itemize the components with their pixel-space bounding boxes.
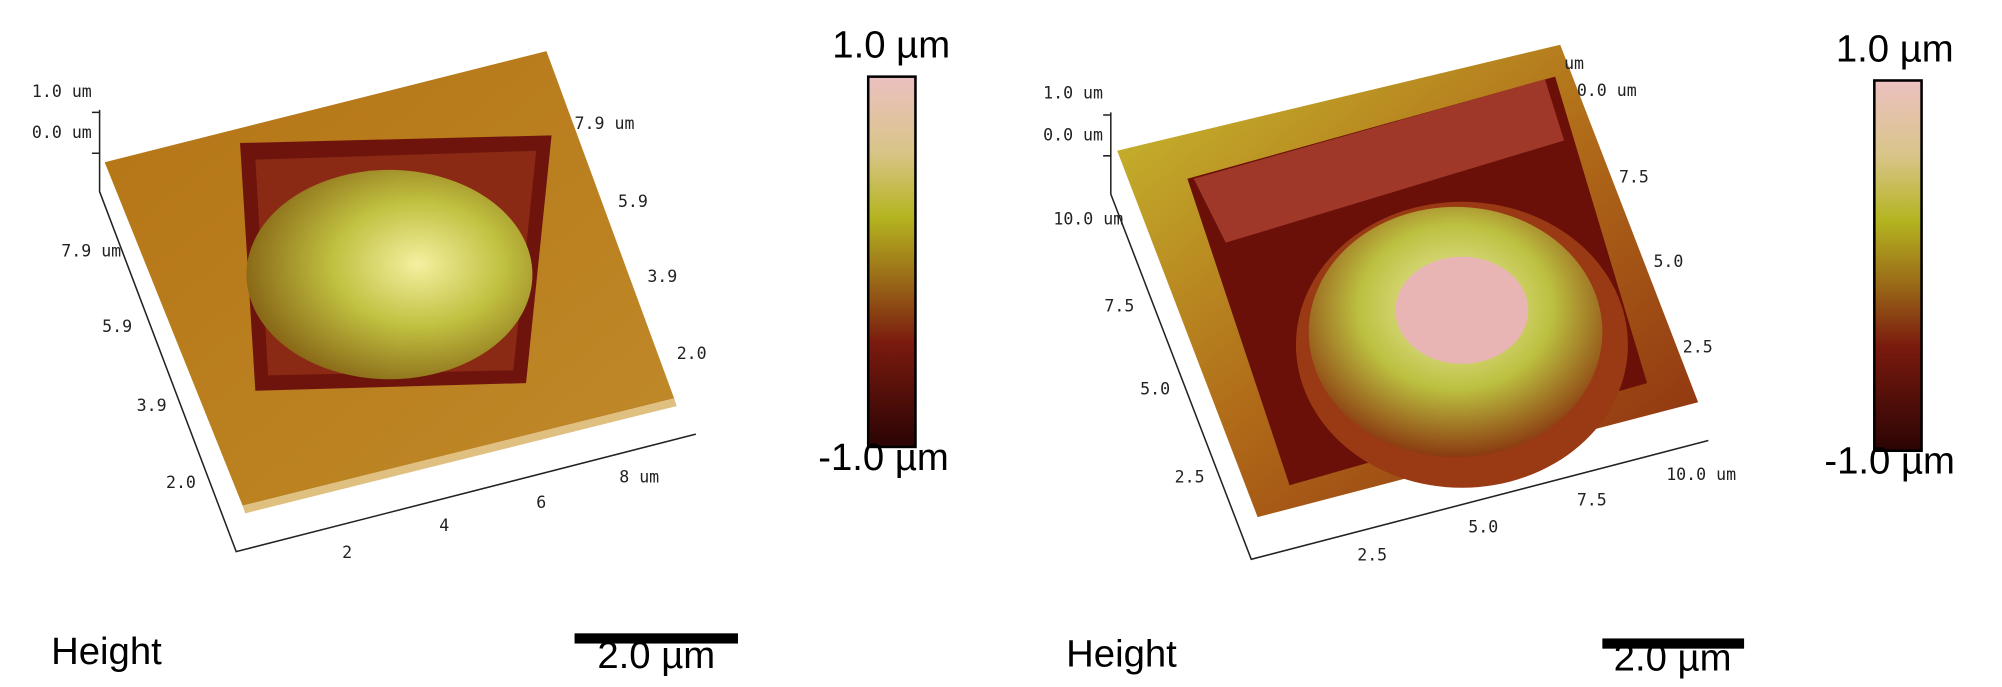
left-axis-label: 10.0 um	[1053, 210, 1123, 229]
left-axis-label: 7.5	[1104, 297, 1134, 316]
right-axis-label: 5.9	[618, 192, 648, 211]
figure: 1.0 um 0.0 um 7.9 um 5.9 3.9 2.0 7.9 um 5.9 3.9 2…	[0, 0, 2002, 687]
left-axis-label: 2.0	[166, 473, 196, 492]
bottom-axis-label: 5.0	[1468, 517, 1498, 536]
right-axis-label: 7.5	[1619, 168, 1649, 187]
right-axis-label: 3.9	[647, 267, 677, 286]
bottom-axis-label: 10.0 um	[1666, 465, 1736, 484]
left-axis-label: 5.0	[1140, 380, 1170, 399]
caption: Height	[51, 630, 162, 673]
z-axis-label: 0.0 um	[32, 123, 92, 142]
colorbar-max-label: 1.0 µm	[1836, 27, 1954, 70]
colorbar-max-label: 1.0 µm	[832, 23, 950, 66]
left-axis-label: 5.9	[102, 317, 132, 336]
colorbar-min-label: -1.0 µm	[1824, 440, 1955, 483]
bottom-axis-label: 8 um	[619, 468, 659, 487]
bottom-axis-label: 7.5	[1577, 491, 1607, 510]
scale-bar-label: 2.0 µm	[597, 634, 715, 677]
colorbar	[1874, 80, 1921, 450]
bottom-axis-label: 2.5	[1357, 546, 1387, 565]
scale-bar-label: 2.0 µm	[1614, 636, 1732, 679]
caption: Height	[1066, 633, 1177, 676]
z-axis-label: 1.0 um	[32, 82, 92, 101]
left-axis-label: 3.9	[137, 396, 167, 415]
right-axis-label: 2.0	[677, 344, 707, 363]
bottom-axis-label: 6	[536, 493, 546, 512]
right-axis-label: um	[1564, 54, 1584, 73]
z-axis-label: 1.0 um	[1043, 83, 1103, 102]
bottom-axis-label: 2	[342, 543, 352, 562]
right-axis-label: 2.5	[1683, 337, 1713, 356]
left-axis-label: 7.9 um	[61, 242, 121, 261]
right-axis-label: 0.0 um	[1577, 81, 1637, 100]
z-axis-label: 0.0 um	[1043, 125, 1103, 144]
right-axis-label: 7.9 um	[575, 114, 635, 133]
right-axis-label: 5.0	[1653, 252, 1683, 271]
colorbar-min-label: -1.0 µm	[818, 436, 949, 479]
colorbar	[868, 77, 915, 447]
surface-right	[1117, 45, 1698, 517]
left-axis-label: 2.5	[1175, 468, 1205, 487]
page: 1.0 um 0.0 um 7.9 um 5.9 3.9 2.0 7.9 um 5.9 3.9 2…	[0, 0, 2002, 687]
bottom-axis-label: 4	[439, 516, 449, 535]
